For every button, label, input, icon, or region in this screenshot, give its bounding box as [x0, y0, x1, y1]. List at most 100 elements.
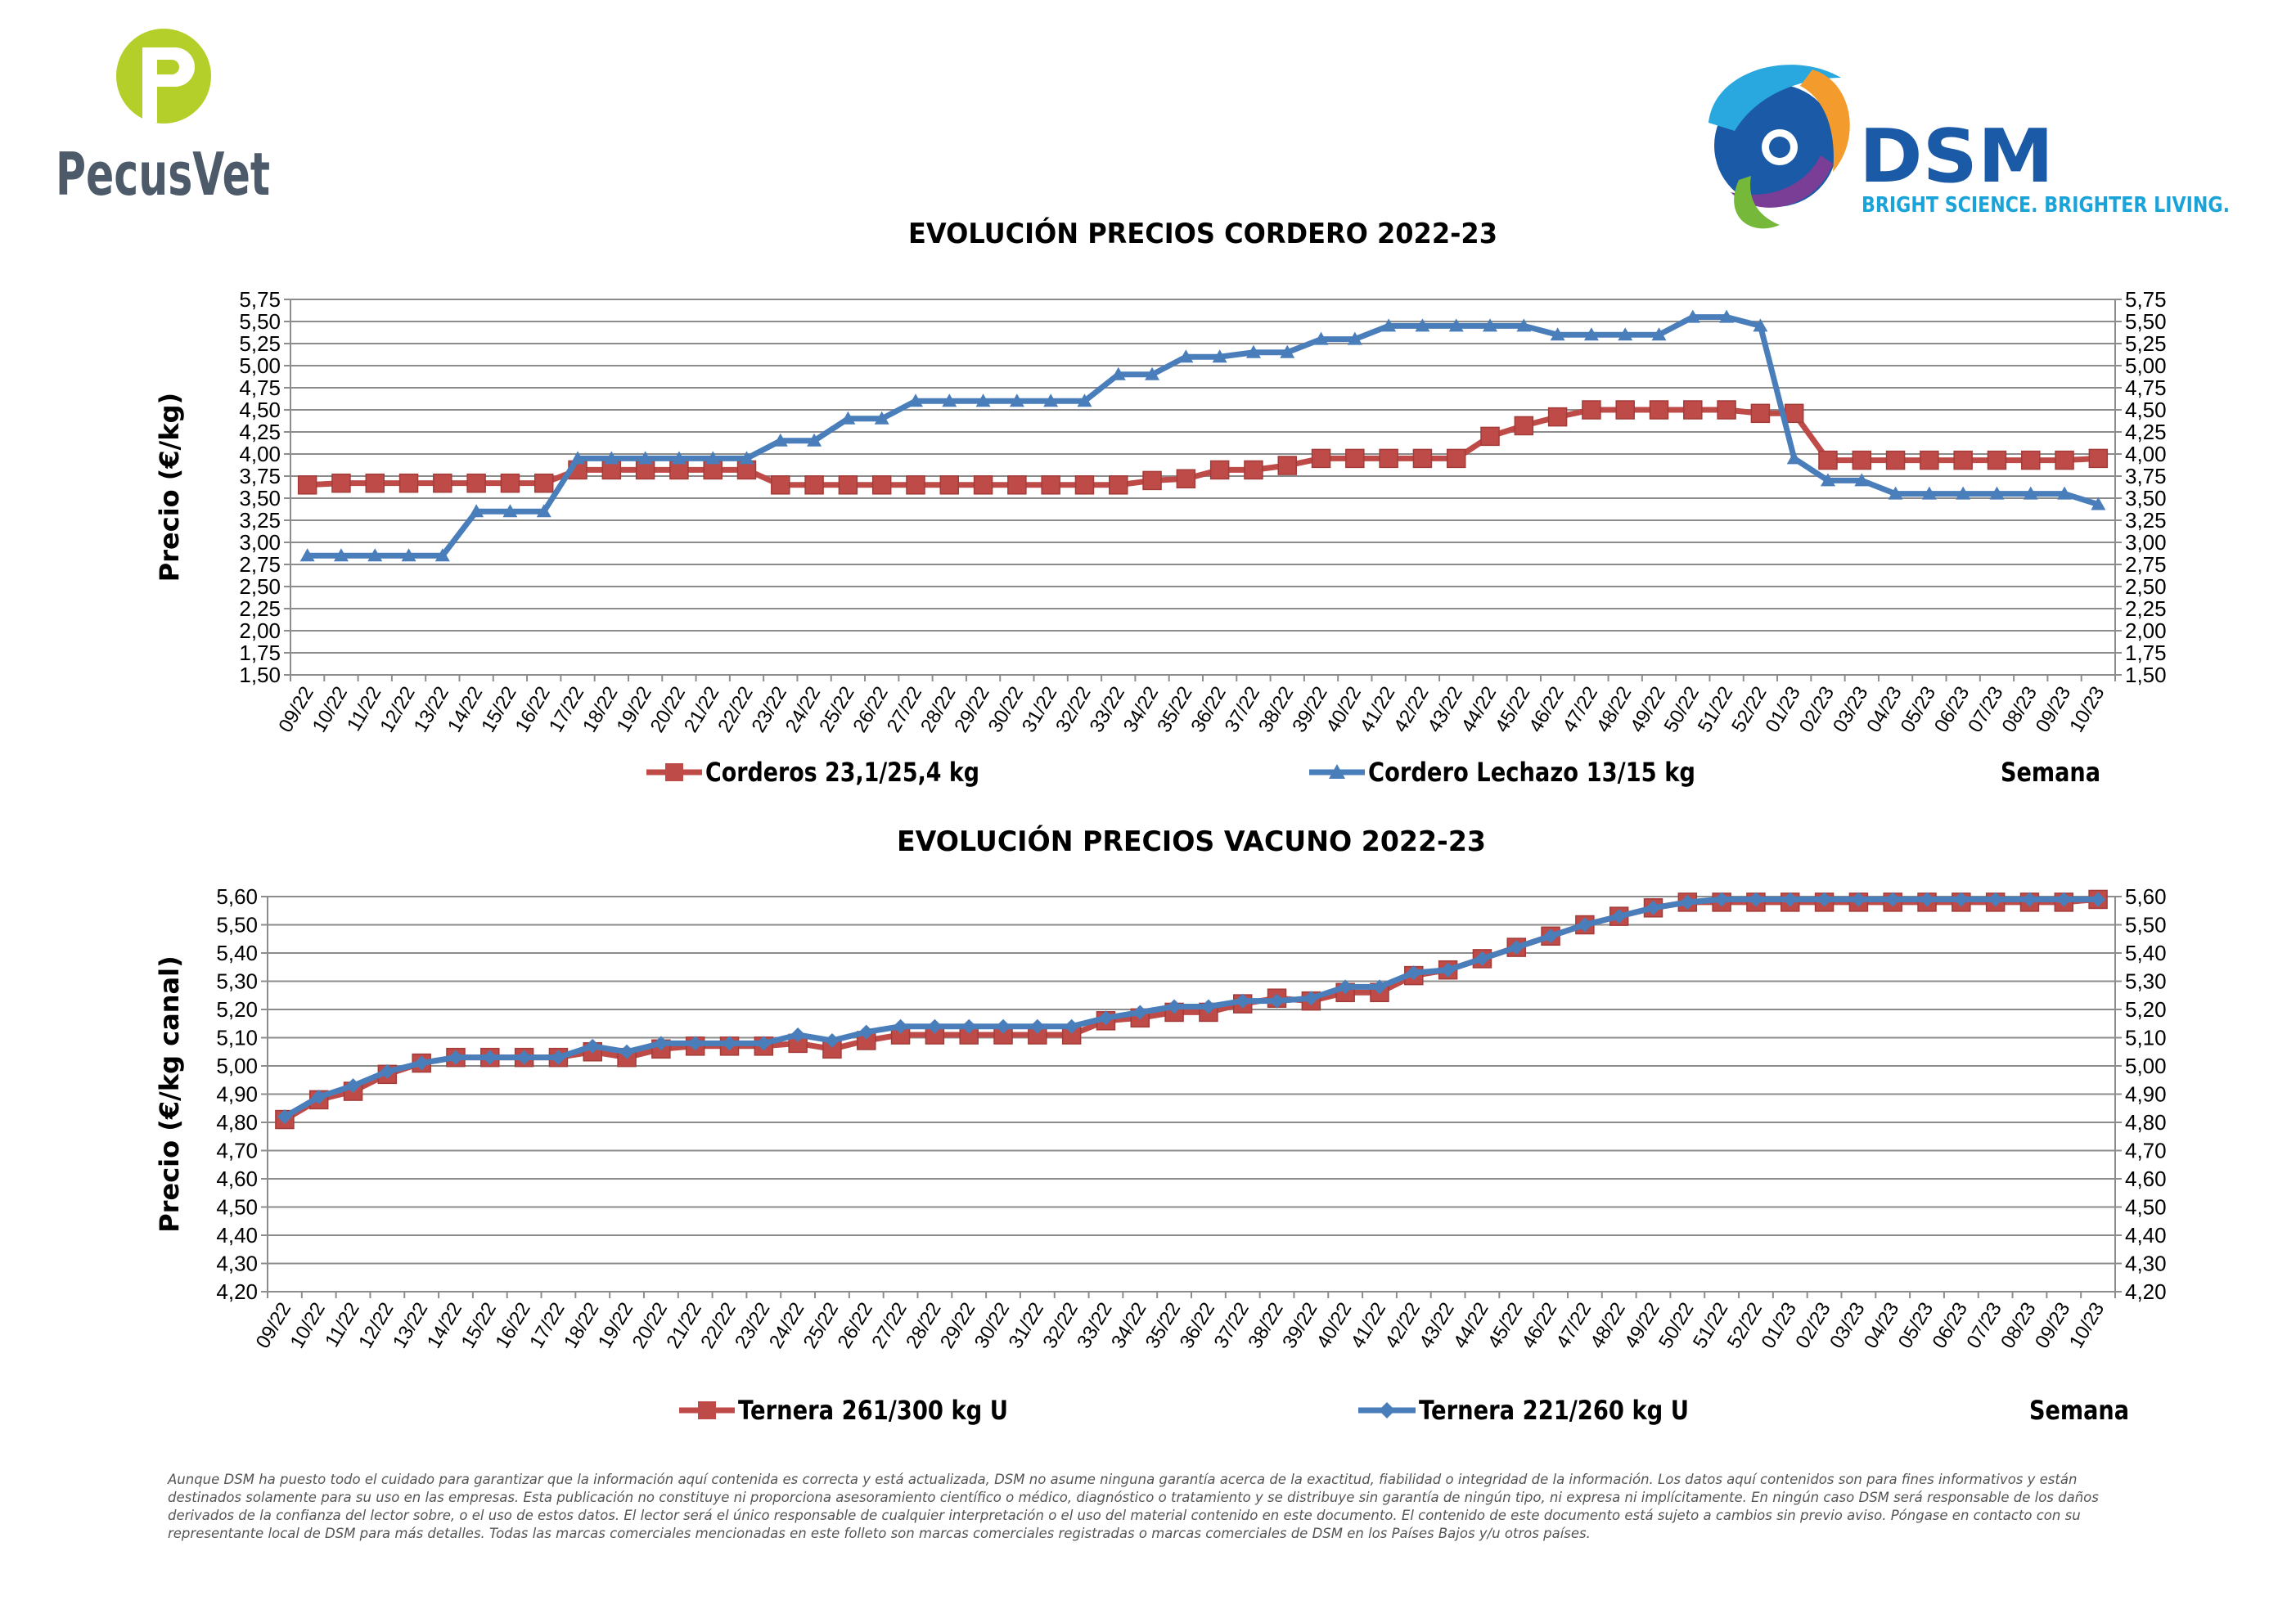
data-point	[1920, 450, 1939, 470]
data-point	[1645, 900, 1661, 915]
y-tick-label-right: 3,25	[2125, 508, 2167, 533]
data-point	[380, 1063, 395, 1079]
data-point	[1142, 470, 1162, 491]
y-tick-label-right: 5,10	[2125, 1026, 2167, 1050]
data-point	[1611, 909, 1627, 924]
y-tick-label-left: 1,75	[239, 641, 281, 665]
data-point	[536, 504, 551, 518]
data-point	[585, 1038, 601, 1054]
data-point	[771, 475, 790, 495]
x-tick-label: 07/23	[1962, 1299, 2006, 1353]
x-tick-label: 51/22	[1689, 1299, 1732, 1353]
data-point	[333, 548, 349, 562]
data-point	[1618, 327, 1633, 341]
y-tick-label-left: 5,10	[216, 1026, 258, 1050]
data-point	[1412, 448, 1433, 469]
x-tick-label: 33/22	[1086, 683, 1129, 737]
data-point	[807, 433, 822, 447]
data-point	[1680, 894, 1695, 910]
data-point	[469, 504, 484, 518]
data-point	[687, 1036, 703, 1051]
data-point	[2056, 892, 2072, 907]
x-tick-label: 40/22	[1322, 683, 1366, 737]
data-point	[2023, 486, 2038, 500]
y-tick-label-right: 5,40	[2125, 941, 2167, 965]
data-point	[1582, 400, 1601, 420]
data-point	[1615, 400, 1635, 420]
x-tick-label: 40/22	[1312, 1299, 1356, 1353]
y-tick-label-left: 4,80	[216, 1110, 258, 1135]
x-tick-label: 15/22	[477, 683, 520, 737]
data-point	[1854, 473, 1870, 487]
data-point	[2055, 450, 2074, 470]
dsm-logo-tagline: BRIGHT SCIENCE. BRIGHTER LIVING.	[1862, 193, 2230, 218]
data-point	[1509, 940, 1524, 955]
data-point	[331, 473, 351, 493]
x-tick-label: 03/23	[1826, 1299, 1869, 1353]
data-point	[1448, 318, 1464, 332]
x-tick-label: 19/22	[594, 1299, 637, 1353]
data-point	[907, 393, 923, 407]
data-point	[1753, 318, 1768, 332]
x-tick-label: 44/22	[1457, 683, 1501, 737]
x-tick-label: 23/22	[731, 1299, 774, 1353]
data-point	[1651, 327, 1667, 341]
data-point	[858, 1024, 874, 1040]
x-tick-label: 09/23	[2032, 683, 2075, 737]
series-1	[299, 309, 2106, 562]
data-point	[1345, 448, 1365, 469]
data-point	[1311, 448, 1331, 469]
x-tick-label: 06/23	[1929, 1299, 1972, 1353]
data-point	[434, 548, 450, 562]
data-point	[1446, 448, 1466, 469]
data-point	[961, 1018, 977, 1034]
x-axis-label: Semana	[2029, 1395, 2129, 1426]
legend-label: Cordero Lechazo 13/15 kg	[1368, 757, 1695, 788]
x-tick-label: 34/22	[1119, 683, 1163, 737]
y-tick-label-right: 4,25	[2125, 420, 2167, 444]
x-tick-label: 47/22	[1552, 1299, 1596, 1353]
y-tick-label-left: 5,00	[239, 353, 281, 378]
x-tick-label: 10/23	[2065, 1299, 2109, 1353]
data-point	[1132, 1005, 1148, 1020]
y-tick-label-left: 5,50	[216, 913, 258, 937]
data-point	[1685, 309, 1700, 323]
y-tick-label-right: 4,60	[2125, 1167, 2167, 1191]
data-point	[466, 473, 486, 493]
y-tick-label-left: 4,60	[216, 1167, 258, 1191]
data-point	[1953, 892, 1969, 907]
x-tick-label: 31/22	[1018, 683, 1061, 737]
data-point	[927, 1018, 943, 1034]
y-tick-label-left: 5,30	[216, 969, 258, 994]
x-tick-label: 38/22	[1244, 1299, 1287, 1353]
x-tick-label: 13/22	[410, 683, 453, 737]
data-point	[874, 411, 889, 425]
x-tick-label: 37/22	[1210, 1299, 1254, 1353]
x-tick-label: 48/22	[1586, 1299, 1629, 1353]
data-point	[1209, 460, 1230, 480]
x-tick-label: 10/22	[308, 683, 352, 737]
x-tick-label: 39/22	[1288, 683, 1331, 737]
x-tick-label: 21/22	[662, 1299, 705, 1353]
y-tick-label-right: 4,90	[2125, 1082, 2167, 1107]
data-point	[1313, 331, 1329, 345]
x-tick-label: 43/22	[1424, 683, 1467, 737]
data-point	[365, 473, 385, 493]
data-point	[671, 451, 687, 465]
data-point	[637, 451, 653, 465]
x-tick-label: 02/23	[1795, 683, 1839, 737]
x-tick-label: 30/22	[970, 1299, 1014, 1353]
x-tick-label: 18/22	[560, 1299, 603, 1353]
x-tick-label: 23/22	[748, 683, 791, 737]
data-point	[790, 1027, 806, 1043]
data-point	[1379, 448, 1398, 469]
data-point	[1110, 366, 1126, 380]
data-point	[1851, 892, 1866, 907]
y-tick-label-left: 2,75	[239, 552, 281, 577]
x-tick-label: 36/22	[1186, 683, 1230, 737]
data-point	[516, 1050, 532, 1065]
y-tick-label-right: 4,50	[2125, 1195, 2167, 1220]
chart-title: EVOLUCIÓN PRECIOS CORDERO 2022-23	[908, 217, 1497, 250]
y-tick-label-left: 2,25	[239, 596, 281, 621]
x-tick-label: 52/22	[1723, 1299, 1767, 1353]
